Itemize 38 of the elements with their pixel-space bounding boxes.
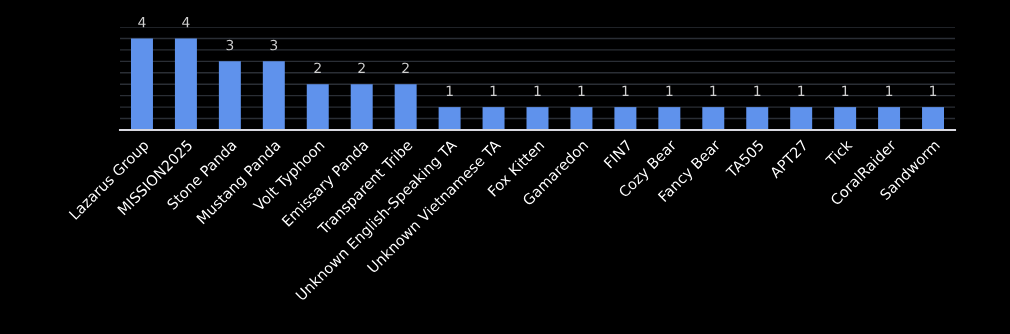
bar (482, 107, 505, 130)
bar (878, 107, 901, 130)
bar (702, 107, 725, 130)
bar (746, 107, 769, 130)
data-label: 2 (402, 62, 409, 73)
data-label: 2 (314, 62, 321, 73)
data-label: 1 (578, 85, 585, 96)
data-label: 1 (842, 85, 849, 96)
data-label: 2 (358, 62, 365, 73)
bar (658, 107, 681, 130)
bar (306, 84, 329, 130)
bar (130, 38, 153, 130)
data-label: 1 (886, 85, 893, 96)
bar (438, 107, 461, 130)
bar (394, 84, 417, 130)
bar (526, 107, 549, 130)
data-label: 4 (138, 17, 146, 28)
data-label: 1 (622, 85, 629, 96)
data-label: 3 (270, 39, 278, 51)
bar (922, 107, 945, 130)
bar (218, 61, 241, 130)
data-label: 1 (666, 85, 673, 96)
data-label: 1 (534, 85, 541, 96)
data-label: 1 (798, 85, 805, 96)
data-label: 4 (182, 17, 190, 28)
bar (570, 107, 593, 130)
data-label: 3 (226, 39, 234, 51)
data-label: 1 (930, 85, 937, 96)
data-label: 1 (710, 85, 717, 96)
bar (262, 61, 285, 130)
data-label: 1 (490, 85, 497, 96)
bar (350, 84, 373, 130)
data-label: 1 (446, 85, 453, 96)
bar (614, 107, 637, 130)
bar (790, 107, 813, 130)
data-label: 1 (754, 85, 761, 96)
bar (834, 107, 857, 130)
bar (174, 38, 197, 130)
